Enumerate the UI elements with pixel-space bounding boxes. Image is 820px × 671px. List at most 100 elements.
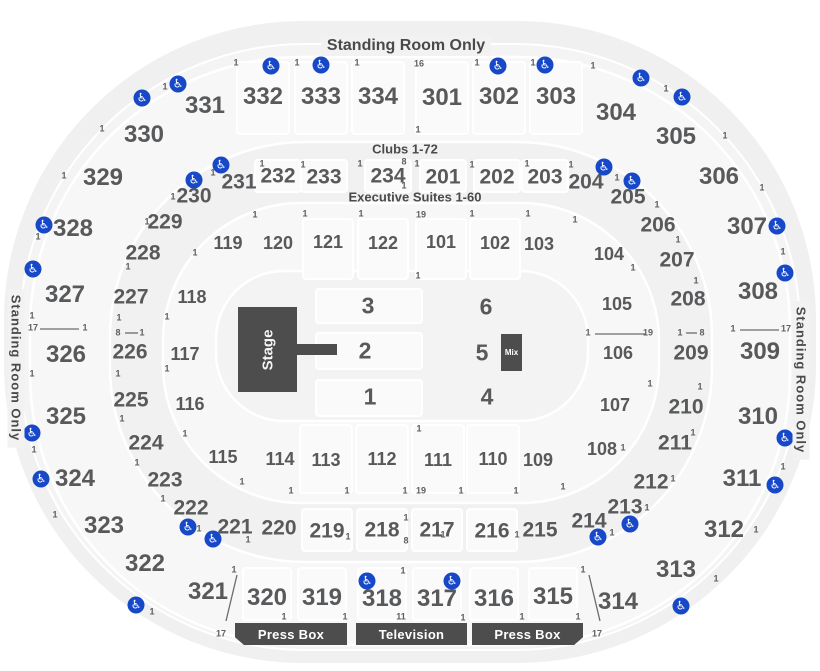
- section-204[interactable]: 204: [568, 170, 604, 194]
- section-304[interactable]: 304: [595, 99, 637, 126]
- wheelchair-icon[interactable]: ♿: [673, 88, 691, 106]
- wheelchair-icon[interactable]: ♿: [766, 476, 784, 494]
- section-205[interactable]: 205: [610, 185, 646, 209]
- section-319[interactable]: 319: [301, 584, 343, 611]
- section-333[interactable]: 333: [300, 83, 342, 110]
- section-3[interactable]: 3: [361, 292, 375, 319]
- wheelchair-icon[interactable]: ♿: [312, 56, 330, 74]
- section-222[interactable]: 222: [173, 496, 209, 520]
- wheelchair-icon[interactable]: ♿: [621, 515, 639, 533]
- section-228[interactable]: 228: [125, 241, 161, 265]
- section-321[interactable]: 321: [187, 578, 229, 605]
- section-326[interactable]: 326: [45, 341, 87, 368]
- section-318[interactable]: 318: [361, 585, 403, 612]
- section-108[interactable]: 108: [586, 439, 618, 459]
- wheelchair-icon[interactable]: ♿: [185, 171, 203, 189]
- section-324[interactable]: 324: [54, 465, 96, 492]
- wheelchair-icon[interactable]: ♿: [24, 260, 42, 278]
- wheelchair-icon[interactable]: ♿: [133, 89, 151, 107]
- wheelchair-icon[interactable]: ♿: [35, 216, 53, 234]
- section-225[interactable]: 225: [113, 388, 149, 412]
- section-311[interactable]: 311: [722, 465, 762, 492]
- section-219[interactable]: 219: [309, 519, 345, 543]
- wheelchair-icon[interactable]: ♿: [776, 429, 794, 447]
- section-227[interactable]: 227: [113, 285, 149, 309]
- section-117[interactable]: 117: [170, 344, 200, 364]
- section-210[interactable]: 210: [668, 395, 704, 419]
- section-301[interactable]: 301: [421, 84, 463, 111]
- section-5[interactable]: 5: [475, 339, 489, 366]
- section-314[interactable]: 314: [597, 588, 639, 615]
- section-306[interactable]: 306: [698, 163, 740, 190]
- section-309[interactable]: 309: [739, 338, 781, 365]
- wheelchair-icon[interactable]: ♿: [623, 172, 641, 190]
- section-307[interactable]: 307: [726, 213, 768, 240]
- section-332[interactable]: 332: [242, 83, 284, 110]
- section-224[interactable]: 224: [128, 431, 164, 455]
- section-209[interactable]: 209: [673, 341, 709, 365]
- section-109[interactable]: 109: [522, 450, 554, 470]
- section-6[interactable]: 6: [479, 293, 493, 320]
- section-115[interactable]: 115: [208, 447, 238, 467]
- wheelchair-icon[interactable]: ♿: [536, 56, 554, 74]
- section-113[interactable]: 113: [311, 450, 341, 470]
- wheelchair-icon[interactable]: ♿: [127, 596, 145, 614]
- section-330[interactable]: 330: [123, 121, 165, 148]
- section-308[interactable]: 308: [737, 278, 779, 305]
- section-313[interactable]: 313: [655, 556, 697, 583]
- wheelchair-icon[interactable]: ♿: [489, 57, 507, 75]
- wheelchair-icon[interactable]: ♿: [179, 518, 197, 536]
- section-328[interactable]: 328: [52, 215, 94, 242]
- section-120[interactable]: 120: [262, 233, 294, 253]
- section-305[interactable]: 305: [655, 123, 697, 150]
- section-105[interactable]: 105: [601, 294, 633, 314]
- section-322[interactable]: 322: [124, 550, 166, 577]
- wheelchair-icon[interactable]: ♿: [776, 264, 794, 282]
- section-116[interactable]: 116: [175, 394, 205, 414]
- section-323[interactable]: 323: [83, 512, 125, 539]
- wheelchair-icon[interactable]: ♿: [23, 424, 41, 442]
- section-320[interactable]: 320: [246, 584, 288, 611]
- section-213[interactable]: 213: [607, 495, 643, 519]
- wheelchair-icon[interactable]: ♿: [632, 69, 650, 87]
- wheelchair-icon[interactable]: ♿: [204, 530, 222, 548]
- section-201[interactable]: 201: [425, 165, 461, 189]
- wheelchair-icon[interactable]: ♿: [672, 597, 690, 615]
- section-114[interactable]: 114: [265, 449, 295, 469]
- section-121[interactable]: 121: [312, 232, 344, 252]
- wheelchair-icon[interactable]: ♿: [32, 470, 50, 488]
- wheelchair-icon[interactable]: ♿: [212, 156, 230, 174]
- section-206[interactable]: 206: [640, 213, 676, 237]
- section-234[interactable]: 234: [370, 164, 406, 188]
- section-229[interactable]: 229: [147, 210, 183, 234]
- section-104[interactable]: 104: [593, 244, 625, 264]
- section-316[interactable]: 316: [473, 585, 515, 612]
- wheelchair-icon[interactable]: ♿: [358, 572, 376, 590]
- section-215[interactable]: 215: [522, 518, 558, 542]
- section-315[interactable]: 315: [532, 583, 574, 610]
- section-2[interactable]: 2: [358, 337, 372, 364]
- section-1[interactable]: 1: [363, 383, 377, 410]
- section-303[interactable]: 303: [535, 83, 577, 110]
- section-122[interactable]: 122: [367, 233, 399, 253]
- section-216[interactable]: 216: [474, 519, 510, 543]
- section-208[interactable]: 208: [670, 287, 706, 311]
- section-202[interactable]: 202: [479, 165, 515, 189]
- section-226[interactable]: 226: [112, 340, 148, 364]
- section-327[interactable]: 327: [44, 281, 86, 308]
- section-329[interactable]: 329: [82, 164, 124, 191]
- section-325[interactable]: 325: [45, 403, 87, 430]
- section-214[interactable]: 214: [571, 509, 607, 533]
- section-110[interactable]: 110: [478, 449, 508, 469]
- wheelchair-icon[interactable]: ♿: [262, 57, 280, 75]
- section-220[interactable]: 220: [261, 516, 297, 540]
- section-218[interactable]: 218: [364, 518, 400, 542]
- section-317[interactable]: 317: [416, 585, 458, 612]
- section-106[interactable]: 106: [602, 343, 634, 363]
- section-101[interactable]: 101: [425, 232, 457, 252]
- section-211[interactable]: 211: [658, 431, 692, 455]
- wheelchair-icon[interactable]: ♿: [768, 217, 786, 235]
- section-302[interactable]: 302: [478, 83, 520, 110]
- section-230[interactable]: 230: [176, 184, 212, 208]
- section-207[interactable]: 207: [659, 248, 695, 272]
